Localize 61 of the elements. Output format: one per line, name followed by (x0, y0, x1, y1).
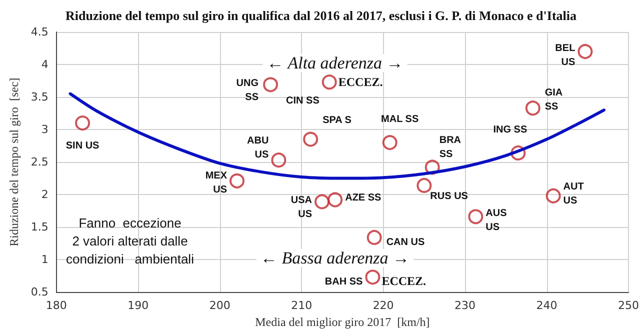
y-tick-label: 1 (41, 253, 48, 266)
annotation: USA US (290, 195, 312, 220)
point (365, 270, 380, 285)
annotation: CIN SS (286, 96, 320, 107)
point (230, 173, 245, 188)
point (578, 44, 593, 60)
annotation: BEL US (555, 43, 576, 68)
point (510, 145, 526, 160)
y-tick-label: 3 (41, 123, 48, 136)
annotation: Fanno eccezione 2 valori alterati dalle condizioni ambientali (66, 216, 194, 266)
point (525, 100, 540, 116)
x-tick-label: 230 (454, 299, 476, 312)
point (271, 152, 286, 168)
annotation: ← Alta aderenza → (266, 54, 404, 72)
annotation: SIN US (66, 140, 100, 152)
y-tick-label: 4.5 (30, 26, 48, 38)
annotation: MEX US (205, 170, 228, 196)
point (416, 178, 432, 193)
y-axis-title: Riduzione del tempo sul giro [sec] (7, 78, 21, 246)
y-tick-label: 0.5 (30, 286, 48, 299)
annotation: ING SS (493, 124, 528, 136)
y-tick-label: 3.5 (30, 90, 48, 104)
y-tick-label: 2 (41, 188, 48, 202)
x-axis-title: Media del miglior giro 2017 [km/h] (255, 315, 430, 329)
annotation: CAN US (386, 236, 425, 248)
x-tick-label: 190 (128, 299, 149, 312)
annotation: AUS US (486, 208, 508, 234)
x-tick-label: 220 (372, 299, 394, 312)
annotation: ECCEZ. (338, 75, 383, 90)
x-tick-label: 200 (209, 299, 230, 312)
point (366, 230, 382, 245)
annotation: RUS US (430, 190, 468, 202)
point (322, 74, 337, 90)
annotation: BAH SS (324, 276, 364, 288)
x-tick-label: 250 (618, 299, 639, 312)
x-tick-label: 240 (536, 299, 558, 312)
annotation: GIA SS (544, 88, 563, 113)
y-tick-label: 1.5 (30, 220, 48, 234)
x-tick-label: 210 (291, 299, 312, 312)
point (382, 135, 398, 150)
annotation: ← Bassa aderenza → (260, 248, 410, 268)
annotation: MAL SS (381, 114, 419, 126)
annotation: SPA S (322, 114, 352, 126)
point (546, 188, 561, 204)
annotation: AUT US (563, 181, 584, 206)
chart-title: Riduzione del tempo sul giro in qualifica dal 2016 al 2017, esclusi i G. P. di Monaco e d'Italia (65, 8, 577, 23)
annotation: BRA SS (439, 134, 462, 160)
point (328, 192, 343, 208)
point (424, 160, 440, 175)
annotation: UNG SS (236, 78, 259, 104)
point (314, 194, 330, 210)
point (263, 77, 278, 92)
annotation: ABU US (247, 136, 270, 161)
point (75, 116, 90, 131)
annotation: ECCEZ. (382, 274, 426, 288)
annotation: AZE SS (345, 192, 382, 204)
point (468, 209, 484, 224)
y-tick-label: 4 (41, 58, 48, 72)
x-tick-label: 180 (46, 299, 67, 312)
y-tick-label: 2.5 (30, 156, 48, 169)
point (303, 132, 318, 147)
